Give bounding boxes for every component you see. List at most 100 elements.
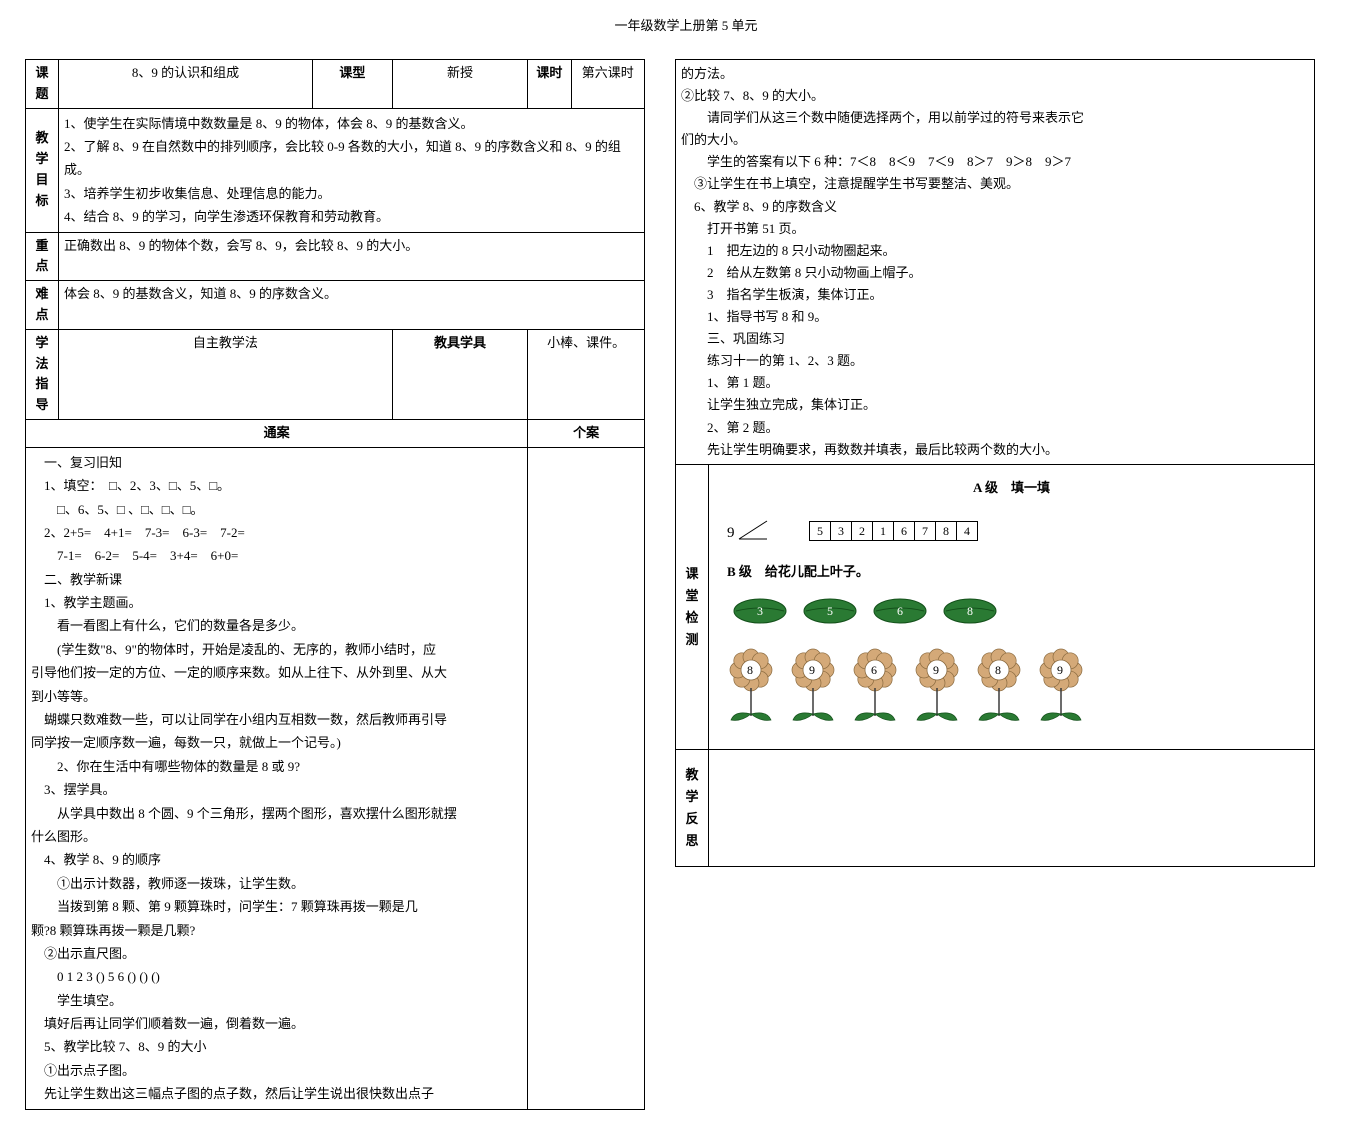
right-top-body: 的方法。②比较 7、8、9 的大小。请同学们从这三个数中随便选择两个，用以前学过…: [676, 60, 1315, 465]
b-title-text: B 级 给花儿配上叶子。: [727, 564, 869, 579]
nine-text: 9: [727, 525, 735, 541]
right-table: 的方法。②比较 7、8、9 的大小。请同学们从这三个数中随便选择两个，用以前学过…: [675, 59, 1315, 867]
body-line: 练习十一的第 1、2、3 题。: [681, 350, 1309, 372]
label-goal: 教学目标: [26, 108, 59, 232]
body-line: 2 给从左数第 8 只小动物画上帽子。: [681, 262, 1309, 284]
body-line: 1、第 1 题。: [681, 372, 1309, 394]
body-line: 从学具中数出 8 个圆、9 个三角形，摆两个图形，喜欢摆什么图形就摆: [31, 802, 522, 825]
row-plan-body: 一、复习旧知1、填空： □、2、3、□、5、□。□、6、5、□ 、□、□、□。2…: [26, 447, 645, 1109]
svg-text:8: 8: [747, 663, 753, 677]
body-line: 4、教学 8、9 的顺序: [31, 848, 522, 871]
goal-line: 2、了解 8、9 在自然数中的排列顺序，会比较 0-9 各数的大小，知道 8、9…: [64, 139, 621, 177]
body-line: 学生的答案有以下 6 种：7＜8 8＜9 7＜9 8＞7 9＞8 9＞7: [681, 151, 1309, 173]
goal-line: 1、使学生在实际情境中数数量是 8、9 的物体，体会 8、9 的基数含义。: [64, 116, 474, 131]
value-tool: 小棒、课件。: [528, 329, 645, 419]
body-line: 填好后再让同学们顺着数一遍，倒着数一遍。: [31, 1012, 522, 1035]
body-line: ①出示计数器，教师逐一拨珠，让学生数。: [31, 872, 522, 895]
number-box: 1: [872, 521, 894, 541]
fill-diagram: 9 53216784: [725, 513, 1308, 549]
flowers-icon: 896989: [721, 646, 1103, 724]
body-line: 当拨到第 8 颗、第 9 颗算珠时，问学生：7 颗算珠再拨一颗是几: [31, 895, 522, 918]
svg-text:9: 9: [1057, 663, 1063, 677]
check-body: A 级 填一填 9 53216784 B 级 给花儿配上叶子。 3568 89: [709, 464, 1315, 749]
body-line: 2、2+5= 4+1= 7-3= 6-3= 7-2=: [31, 521, 522, 544]
body-line: 什么图形。: [31, 829, 96, 844]
label-case: 个案: [528, 419, 645, 447]
body-line: 颗?8 颗算珠再拨一颗是几颗?: [31, 923, 195, 938]
row-goal: 教学目标 1、使学生在实际情境中数数量是 8、9 的物体，体会 8、9 的基数含…: [26, 108, 645, 232]
body-line: 蝴蝶只数难数一些，可以让同学在小组内互相数一数，然后教师再引导: [31, 708, 522, 731]
label-general: 通案: [26, 419, 528, 447]
svg-text:5: 5: [827, 604, 833, 618]
split-arrow-icon: 9: [725, 513, 775, 549]
label-diff: 难点: [26, 281, 59, 330]
body-line: 2、第 2 题。: [681, 417, 1309, 439]
value-type: 新授: [392, 60, 527, 109]
b-title: B 级 给花儿配上叶子。: [727, 561, 1308, 583]
body-line: 让学生独立完成，集体订正。: [681, 394, 1309, 416]
case-plan-body: [528, 447, 645, 1109]
body-line: 7-1= 6-2= 5-4= 3+4= 6+0=: [31, 544, 522, 567]
body-line: ②出示直尺图。: [31, 942, 522, 965]
body-line: 的方法。: [681, 66, 733, 81]
body-line: 1、指导书写 8 和 9。: [681, 306, 1309, 328]
label-check: 课堂检测: [676, 464, 709, 749]
body-line: 先让学生明确要求，再数数并填表，最后比较两个数的大小。: [681, 439, 1309, 461]
body-line: □、6、5、□ 、□、□、□。: [31, 498, 522, 521]
label-time: 课时: [528, 60, 571, 109]
reflect-body: [709, 750, 1315, 867]
body-line: 3、摆学具。: [31, 778, 522, 801]
svg-text:6: 6: [871, 663, 877, 677]
leaves-row: 3 5 6 8: [725, 591, 1308, 638]
body-line: 2、你在生活中有哪些物体的数量是 8 或 9?: [31, 755, 522, 778]
body-line: 0 1 2 3 () 5 6 () () (): [31, 965, 522, 988]
two-column-layout: 课题 8、9 的认识和组成 课型 新授 课时 第六课时 教学目标 1、使学生在实…: [25, 59, 1347, 1110]
body-line: 1 把左边的 8 只小动物圈起来。: [681, 240, 1309, 262]
svg-text:8: 8: [995, 663, 1001, 677]
number-box: 2: [851, 521, 873, 541]
row-reflect: 教学反思: [676, 750, 1315, 867]
svg-text:8: 8: [967, 604, 973, 618]
body-line: 请同学们从这三个数中随便选择两个，用以前学过的符号来表示它: [681, 107, 1309, 129]
value-topic: 8、9 的认识和组成: [59, 60, 313, 109]
label-method: 学法指导: [26, 329, 59, 419]
row-plan-header: 通案 个案: [26, 419, 645, 447]
row-topic: 课题 8、9 的认识和组成 课型 新授 课时 第六课时: [26, 60, 645, 109]
a-title: A 级 填一填: [715, 477, 1308, 499]
body-line: 先让学生数出这三幅点子图的点子数，然后让学生说出很快数出点子: [31, 1082, 522, 1105]
number-box: 3: [830, 521, 852, 541]
row-method: 学法指导 自主教学法 教具学具 小棒、课件。: [26, 329, 645, 419]
body-line: 5、教学比较 7、8、9 的大小: [31, 1035, 522, 1058]
label-topic: 课题: [26, 60, 59, 109]
body-line: (学生数"8、9"的物体时，开始是凌乱的、无序的，教师小结时，应: [31, 638, 522, 661]
label-focus: 重点: [26, 232, 59, 281]
svg-text:3: 3: [757, 604, 763, 618]
number-box: 6: [893, 521, 915, 541]
number-box: 5: [809, 521, 831, 541]
value-method: 自主教学法: [59, 329, 393, 419]
body-line: 打开书第 51 页。: [681, 218, 1309, 240]
number-box: 4: [956, 521, 978, 541]
row-focus: 重点 正确数出 8、9 的物体个数，会写 8、9，会比较 8、9 的大小。: [26, 232, 645, 281]
label-reflect: 教学反思: [676, 750, 709, 867]
body-line: 1、教学主题画。: [31, 591, 522, 614]
number-box: 7: [914, 521, 936, 541]
number-boxes: 53216784: [809, 520, 977, 542]
goal-line: 4、结合 8、9 的学习，向学生渗透环保教育和劳动教育。: [64, 209, 389, 224]
body-line: ①出示点子图。: [31, 1059, 522, 1082]
row-right-top: 的方法。②比较 7、8、9 的大小。请同学们从这三个数中随便选择两个，用以前学过…: [676, 60, 1315, 465]
leaves-icon: 3 5 6 8: [725, 591, 1005, 631]
label-type: 课型: [313, 60, 393, 109]
value-focus: 正确数出 8、9 的物体个数，会写 8、9，会比较 8、9 的大小。: [59, 232, 645, 281]
body-line: 们的大小。: [681, 132, 746, 147]
body-line: 引导他们按一定的方位、一定的顺序来数。如从上往下、从外到里、从大: [31, 665, 447, 680]
body-line: 看一看图上有什么，它们的数量各是多少。: [31, 614, 522, 637]
body-line: 到小等等。: [31, 689, 96, 704]
svg-text:6: 6: [897, 604, 903, 618]
value-diff: 体会 8、9 的基数含义，知道 8、9 的序数含义。: [59, 281, 645, 330]
value-goal: 1、使学生在实际情境中数数量是 8、9 的物体，体会 8、9 的基数含义。 2、…: [59, 108, 645, 232]
left-column: 课题 8、9 的认识和组成 课型 新授 课时 第六课时 教学目标 1、使学生在实…: [25, 59, 645, 1110]
general-plan-body: 一、复习旧知1、填空： □、2、3、□、5、□。□、6、5、□ 、□、□、□。2…: [26, 447, 528, 1109]
body-line: 二、教学新课: [31, 568, 522, 591]
body-line: 一、复习旧知: [31, 451, 522, 474]
